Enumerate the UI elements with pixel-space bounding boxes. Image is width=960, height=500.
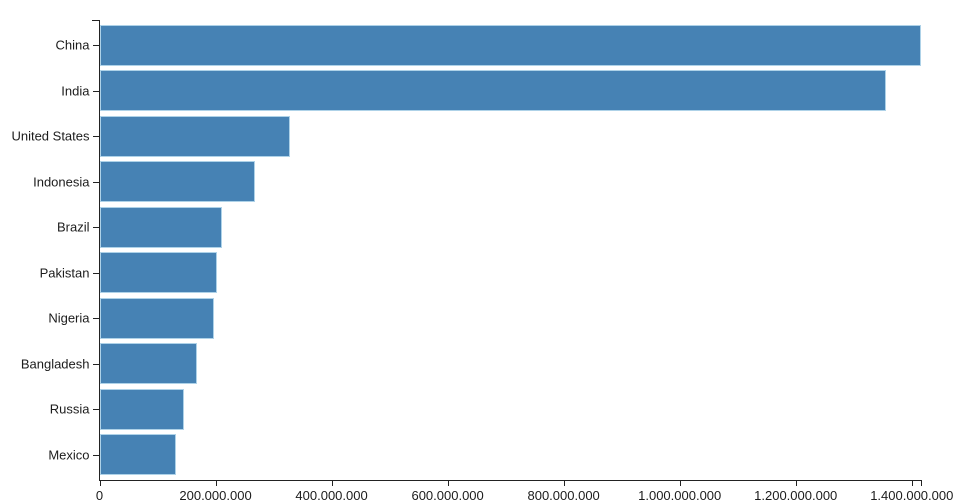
- y-tick-indonesia: [92, 181, 100, 183]
- y-tick-united-states: [92, 136, 100, 138]
- y-axis-line: [98, 20, 100, 481]
- x-tick-label: 600,000,000: [411, 488, 484, 500]
- x-tick: [563, 480, 565, 486]
- y-tick-brazil: [92, 227, 100, 229]
- y-tick-bangladesh: [92, 363, 100, 365]
- bar-bangladesh: [100, 343, 197, 385]
- bar-nigeria: [100, 297, 214, 339]
- x-tick: [795, 480, 797, 486]
- bar-brazil: [100, 206, 223, 248]
- x-tick: [447, 480, 449, 486]
- bar-united-states: [100, 115, 290, 157]
- x-axis-line: [98, 480, 922, 481]
- y-tick-pakistan: [92, 272, 100, 274]
- x-tick-label: 800,000,000: [527, 488, 600, 500]
- bar-mexico: [100, 434, 176, 476]
- x-tick: [911, 480, 913, 486]
- bar-china: [100, 24, 921, 66]
- x-tick: [215, 480, 217, 486]
- y-tick-china: [92, 45, 100, 47]
- bar-indonesia: [100, 161, 255, 203]
- x-tick-label: 1,000,000,000: [638, 488, 722, 500]
- y-tick-label-pakistan: Pakistan: [39, 265, 90, 281]
- y-tick-mexico: [92, 454, 100, 456]
- x-tick-label: 0: [95, 488, 104, 500]
- y-tick-label-united-states: United States: [11, 128, 90, 144]
- x-tick-label: 200,000,000: [179, 488, 252, 500]
- bar-india: [100, 70, 886, 112]
- plot-area: China India United States Indonesia Brazil Pa…: [11, 20, 953, 500]
- y-tick-label-mexico: Mexico: [48, 447, 90, 463]
- y-tick-label-indonesia: Indonesia: [33, 174, 90, 190]
- bar-russia: [100, 388, 184, 430]
- y-tick-label-china: China: [55, 37, 90, 53]
- y-tick-label-bangladesh: Bangladesh: [20, 356, 90, 372]
- y-tick-label-nigeria: Nigeria: [48, 310, 90, 326]
- y-tick-label-russia: Russia: [49, 401, 90, 417]
- x-tick: [679, 480, 681, 486]
- y-tick-russia: [92, 409, 100, 411]
- bar-pakistan: [100, 252, 217, 294]
- x-tick-label: 400,000,000: [295, 488, 368, 500]
- y-tick-india: [92, 90, 100, 92]
- x-tick-label: 1,200,000,000: [754, 488, 838, 500]
- y-tick-label-india: India: [61, 83, 90, 99]
- y-tick-label-brazil: Brazil: [56, 219, 90, 235]
- y-tick-nigeria: [92, 318, 100, 320]
- y-axis-outer-tick: [92, 20, 99, 21]
- x-tick: [99, 480, 101, 486]
- x-tick-label: 1,400,000,000: [870, 488, 954, 500]
- x-axis-outer-tick: [920, 480, 922, 486]
- x-tick: [331, 480, 333, 486]
